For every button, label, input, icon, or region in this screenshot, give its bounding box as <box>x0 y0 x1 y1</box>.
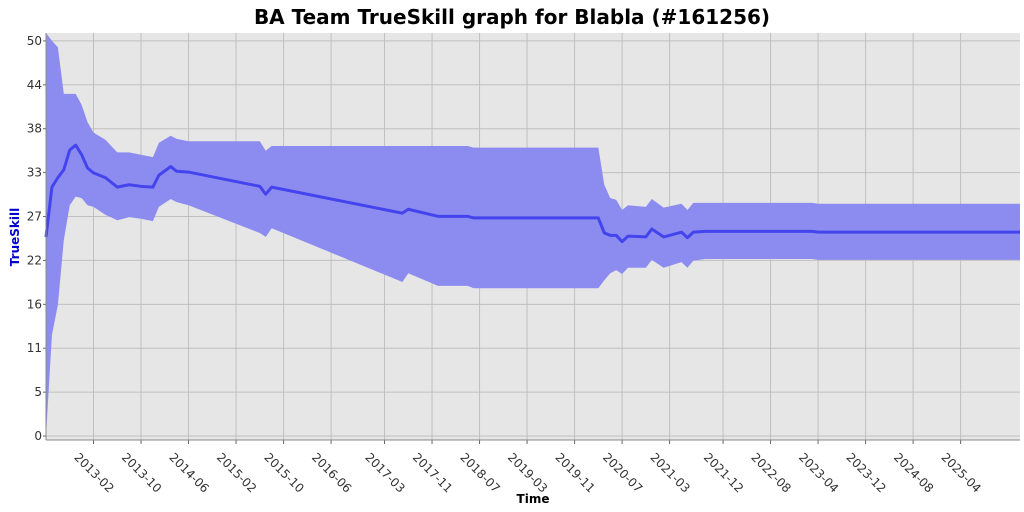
x-tick-label: 2021-12 <box>701 450 746 495</box>
x-tick-label: 2015-10 <box>261 450 306 495</box>
y-tick-label: 11 <box>27 341 42 355</box>
x-tick-label: 2018-07 <box>457 450 502 495</box>
uncertainty-band <box>46 33 1020 437</box>
x-tick-label: 2024-08 <box>891 450 936 495</box>
x-tick-label: 2020-07 <box>600 450 645 495</box>
x-tick-label: 2023-04 <box>796 450 841 495</box>
y-tick-label: 38 <box>27 122 42 136</box>
y-tick-label: 22 <box>27 253 42 267</box>
y-tick-label: 5 <box>34 385 42 399</box>
x-tick-label: 2019-03 <box>505 450 550 495</box>
x-tick-label: 2013-10 <box>119 450 164 495</box>
y-tick-label: 27 <box>27 210 42 224</box>
x-tick-label: 2019-11 <box>552 450 597 495</box>
chart-title: BA Team TrueSkill graph for Blabla (#161… <box>254 5 770 29</box>
y-tick-label: 0 <box>34 429 42 443</box>
x-tick-label: 2017-11 <box>410 450 455 495</box>
y-tick-label: 50 <box>27 34 42 48</box>
x-tick-label: 2022-08 <box>748 450 793 495</box>
y-tick-label: 44 <box>27 78 42 92</box>
y-axis-label: TrueSkill <box>8 208 22 266</box>
x-tick-label: 2023-12 <box>843 450 888 495</box>
x-tick-label: 2017-03 <box>362 450 407 495</box>
y-tick-label: 16 <box>27 297 42 311</box>
x-tick-label: 2016-06 <box>309 450 354 495</box>
x-tick-label: 2025-04 <box>938 450 983 495</box>
x-tick-label: 2013-02 <box>71 450 116 495</box>
trueskill-line <box>44 143 1020 244</box>
x-tick-label: 2014-06 <box>166 450 211 495</box>
x-tick-label: 2015-02 <box>214 450 259 495</box>
x-tick-label: 2021-03 <box>647 450 692 495</box>
y-tick-label: 33 <box>27 166 42 180</box>
x-axis-label: Time <box>517 492 550 506</box>
